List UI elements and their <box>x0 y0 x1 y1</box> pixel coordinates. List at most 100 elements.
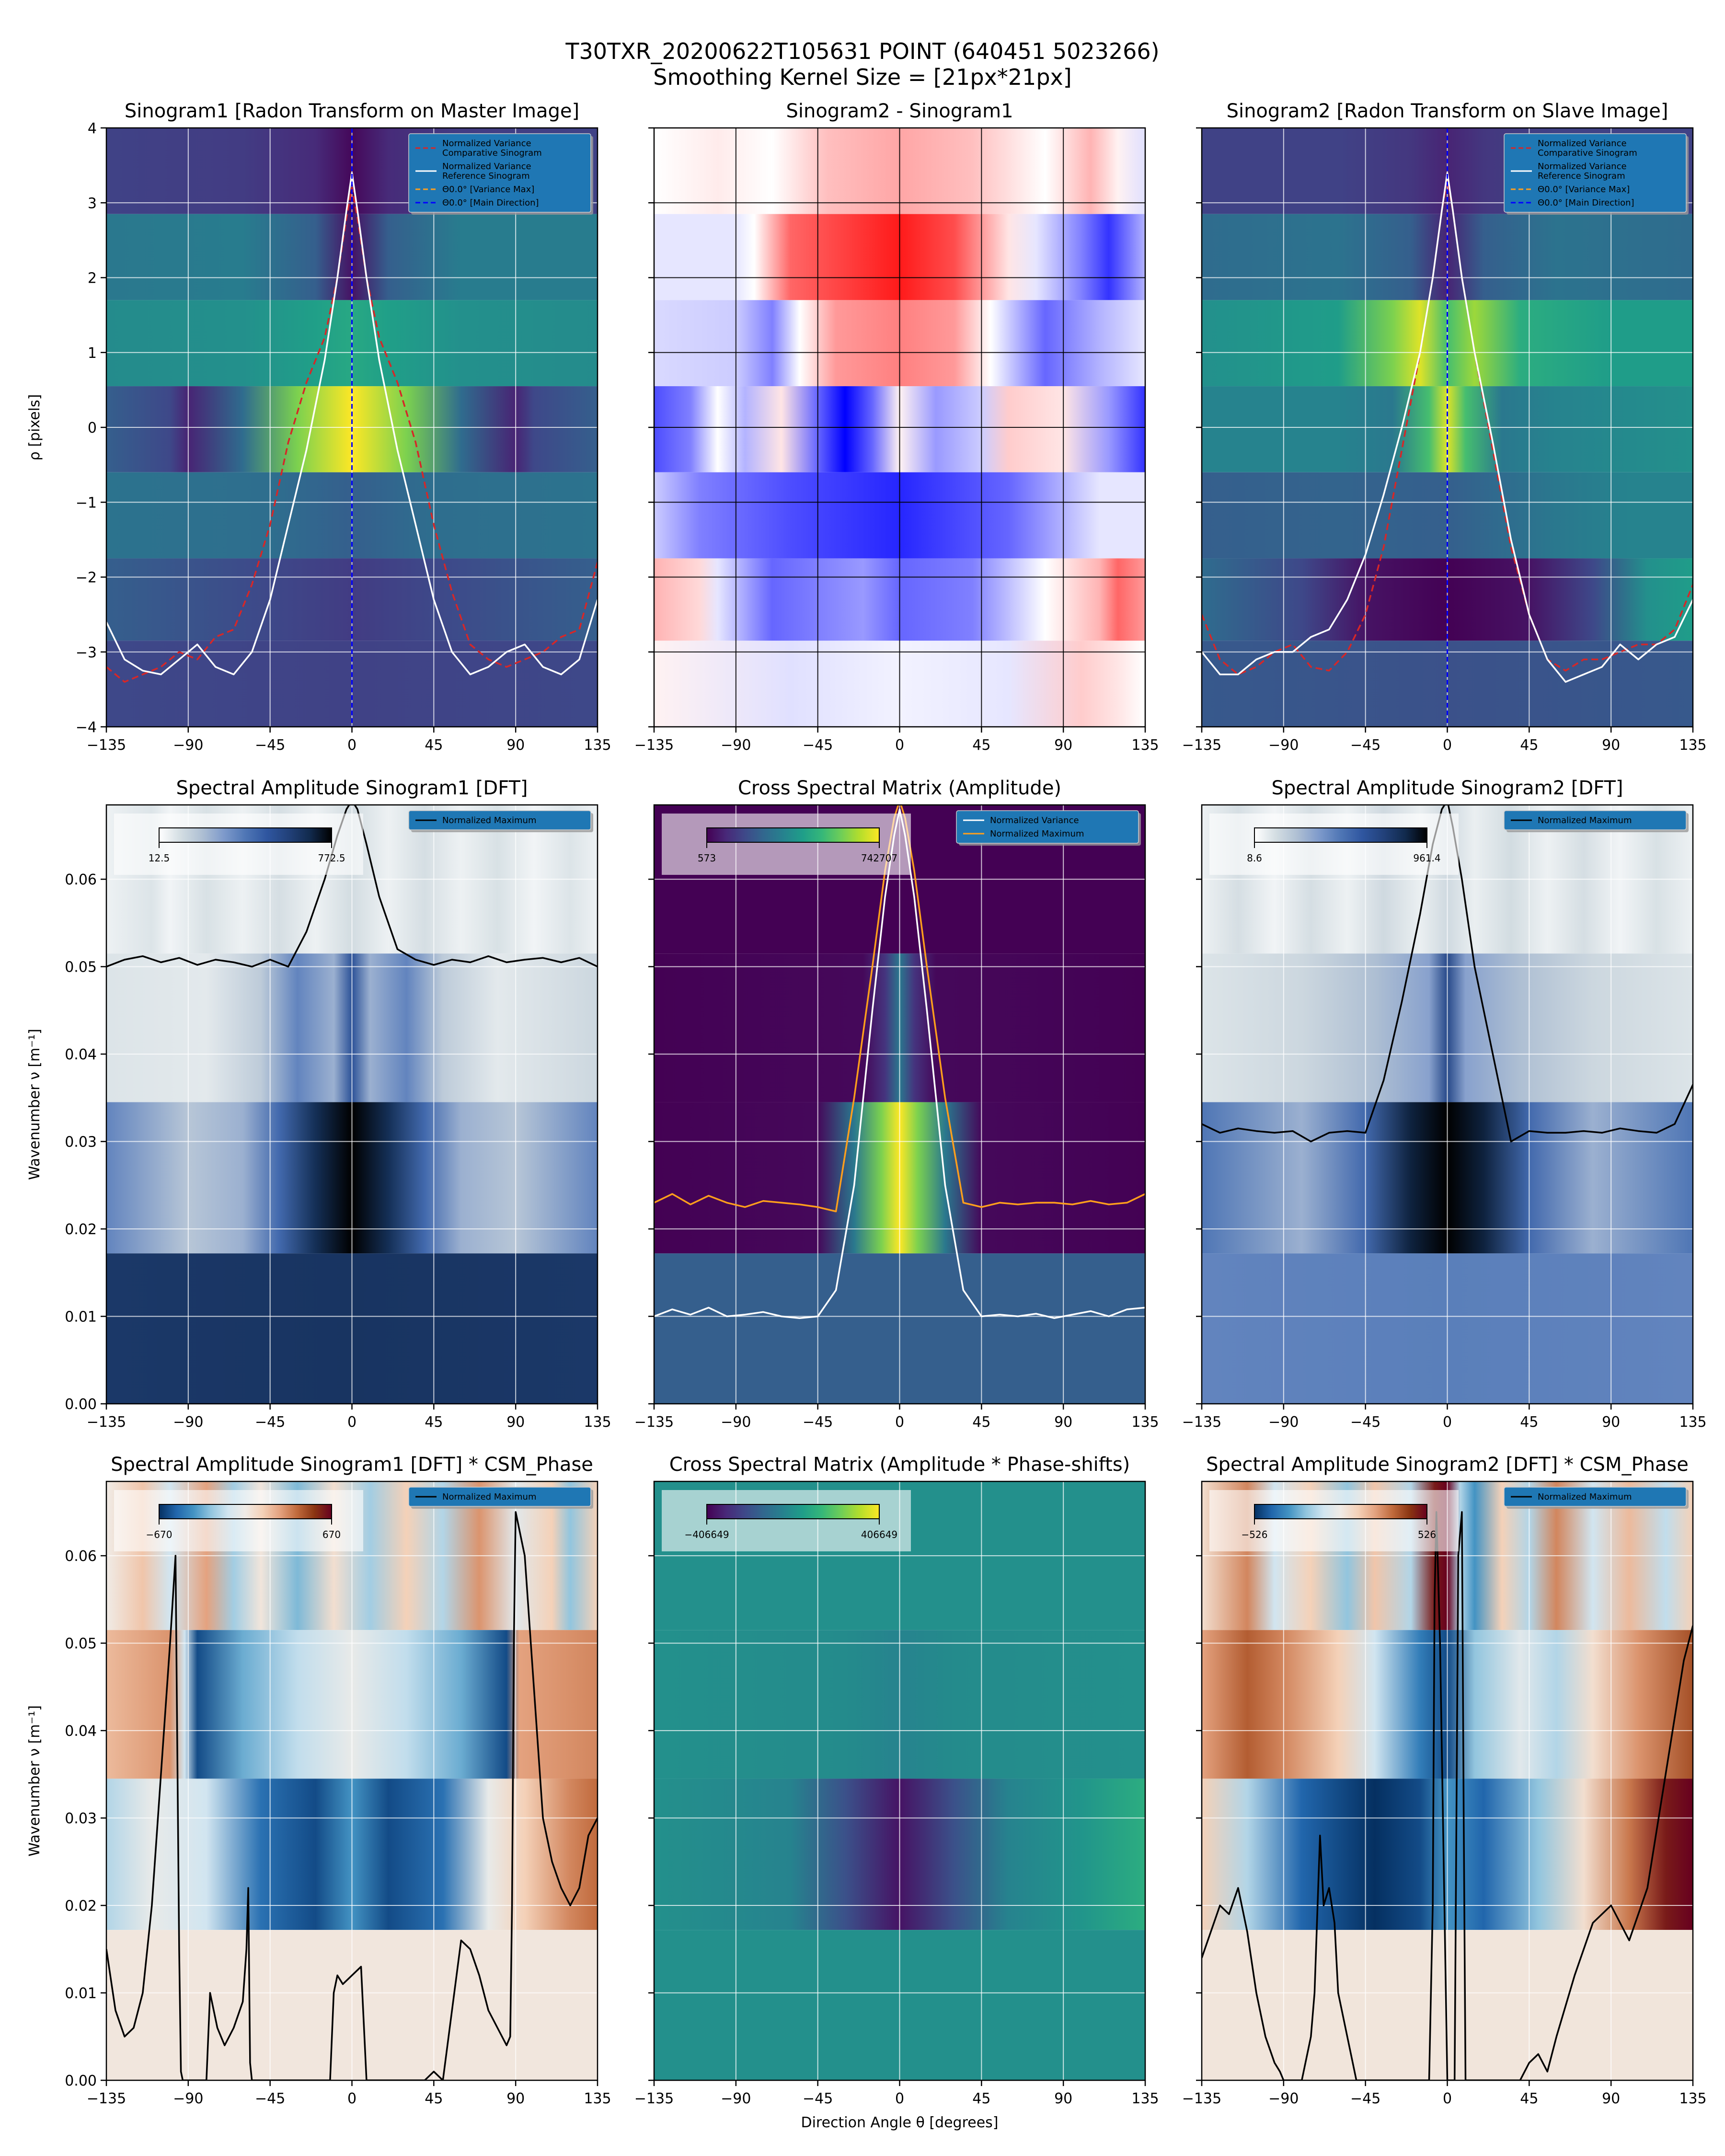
x-tick-label: 45 <box>972 2090 990 2107</box>
chart-p22: −135 −90 −45 0 45 90 135 Cross Spectral Matrix … <box>634 777 1159 1431</box>
x-tick-label: 0 <box>347 737 356 754</box>
series-line <box>654 808 1145 1319</box>
x-tick-label: 90 <box>506 2090 525 2107</box>
plot-area <box>1202 1481 1693 2080</box>
colorbar-box <box>662 814 911 875</box>
y-tick-label: 0.02 <box>65 1221 97 1238</box>
colorbar-box <box>1209 814 1459 875</box>
y-tick-label: −1 <box>76 494 97 511</box>
y-tick-label: 0.00 <box>65 2073 97 2089</box>
colorbar-max-label: 670 <box>322 1529 341 1540</box>
colorbar-max-label: 526 <box>1418 1529 1436 1540</box>
legend-label: Normalized Variance <box>990 815 1079 826</box>
x-tick-label: 135 <box>1679 737 1706 754</box>
legend-label: Θ0.0° [Variance Max] <box>1538 184 1630 195</box>
chart-title: Sinogram2 [Radon Transform on Slave Imag… <box>1227 100 1668 122</box>
colorbar-max-label: 742707 <box>861 852 897 864</box>
x-tick-label: 90 <box>1602 2090 1620 2107</box>
legend-box <box>408 133 591 213</box>
y-tick-label: 0.01 <box>65 1309 97 1326</box>
y-tick-label: 3 <box>88 195 97 212</box>
x-tick-label: −90 <box>173 2090 203 2107</box>
x-tick-label: −45 <box>803 2090 833 2107</box>
x-tick-label: 45 <box>425 2090 443 2107</box>
x-tick-label: −90 <box>721 2090 751 2107</box>
x-tick-label: 90 <box>1054 737 1072 754</box>
chart-p31: −135 −90 −45 0 45 90 135 0.00 0.01 0.02 0.03 0.04 0.… <box>26 1454 611 2107</box>
colorbar-min-label: 12.5 <box>149 852 170 864</box>
y-tick-label: 0.06 <box>65 1548 97 1565</box>
series-line <box>1202 179 1693 676</box>
chart-p23: −135 −90 −45 0 45 90 135 Spectral Amplitude Sin… <box>1182 777 1707 1431</box>
legend-box <box>1504 1487 1687 1507</box>
colorbar-max-label: 406649 <box>861 1529 897 1540</box>
series-line <box>1202 172 1693 683</box>
y-tick-label: −2 <box>76 570 97 586</box>
x-tick-label: 90 <box>1054 2090 1072 2107</box>
colorbar-min-label: −526 <box>1242 1529 1268 1540</box>
legend-box <box>408 810 591 830</box>
series-line <box>654 805 1145 1213</box>
legend-box <box>1504 133 1687 213</box>
chart-title: Spectral Amplitude Sinogram2 [DFT] * CSM… <box>1206 1454 1689 1476</box>
x-tick-label: 90 <box>1054 1414 1072 1431</box>
plot-area <box>654 805 1145 1404</box>
colorbar-min-label: 573 <box>698 852 716 864</box>
x-tick-label: −135 <box>87 2090 126 2107</box>
x-tick-label: 0 <box>1443 1414 1452 1431</box>
y-tick-label: 0.03 <box>65 1811 97 1827</box>
x-tick-label: 90 <box>1602 737 1620 754</box>
x-tick-label: −135 <box>1182 2090 1221 2107</box>
colorbar-max-label: 772.5 <box>318 852 345 864</box>
series-line <box>106 172 598 676</box>
y-tick-label: 4 <box>88 120 97 137</box>
y-tick-label: 0.02 <box>65 1898 97 1915</box>
x-tick-label: −135 <box>634 2090 674 2107</box>
y-tick-label: −4 <box>76 719 97 736</box>
x-tick-label: −90 <box>721 1414 751 1431</box>
x-tick-label: 45 <box>425 1414 443 1431</box>
x-tick-label: −45 <box>1350 2090 1380 2107</box>
x-tick-label: 135 <box>584 2090 611 2107</box>
legend-label: Normalized Variance <box>442 138 531 149</box>
plot-area <box>1202 805 1693 1404</box>
x-tick-label: −90 <box>1268 737 1299 754</box>
plot-area <box>654 1481 1145 2080</box>
x-tick-label: 135 <box>584 737 611 754</box>
plot-area <box>1202 128 1693 727</box>
x-tick-label: 0 <box>895 1414 904 1431</box>
legend-label: Reference Sinogram <box>1538 171 1625 181</box>
x-tick-label: 90 <box>506 737 525 754</box>
y-tick-label: 0 <box>88 420 97 436</box>
colorbar-gradient <box>1254 1504 1427 1519</box>
x-tick-label: 135 <box>1131 1414 1159 1431</box>
x-tick-label: −45 <box>255 2090 285 2107</box>
colorbar-min-label: −406649 <box>684 1529 729 1540</box>
legend-box <box>1504 810 1687 830</box>
y-tick-label: 2 <box>88 270 97 287</box>
chart-p32: −135 −90 −45 0 45 90 135 Cross Spectral Matrix … <box>634 1454 1159 2131</box>
x-tick-label: 45 <box>972 1414 990 1431</box>
y-tick-label: 0.03 <box>65 1134 97 1151</box>
y-tick-label: 1 <box>88 345 97 362</box>
x-tick-label: 90 <box>1602 1414 1620 1431</box>
colorbar-gradient <box>159 827 332 843</box>
x-axis-label: Direction Angle θ [degrees] <box>801 2114 998 2131</box>
legend-label: Comparative Sinogram <box>442 148 542 158</box>
y-tick-label: 0.04 <box>65 1723 97 1740</box>
colorbar-box <box>1209 1490 1459 1551</box>
x-tick-label: −45 <box>1350 1414 1380 1431</box>
colorbar-gradient <box>706 827 880 843</box>
figure-subtitle: Smoothing Kernel Size = [21px*21px] <box>653 64 1072 90</box>
series-line <box>1202 1511 1693 2080</box>
y-axis-label: Wavenumber ν [m⁻¹] <box>26 1029 43 1180</box>
x-tick-label: −135 <box>634 1414 674 1431</box>
x-tick-label: 0 <box>347 1414 356 1431</box>
y-tick-label: 0.04 <box>65 1046 97 1063</box>
legend-box <box>408 1487 591 1507</box>
x-tick-label: 0 <box>1443 2090 1452 2107</box>
x-tick-label: 45 <box>972 737 990 754</box>
x-tick-label: −90 <box>1268 1414 1299 1431</box>
legend-label: Θ0.0° [Variance Max] <box>442 184 534 195</box>
x-tick-label: 45 <box>425 737 443 754</box>
